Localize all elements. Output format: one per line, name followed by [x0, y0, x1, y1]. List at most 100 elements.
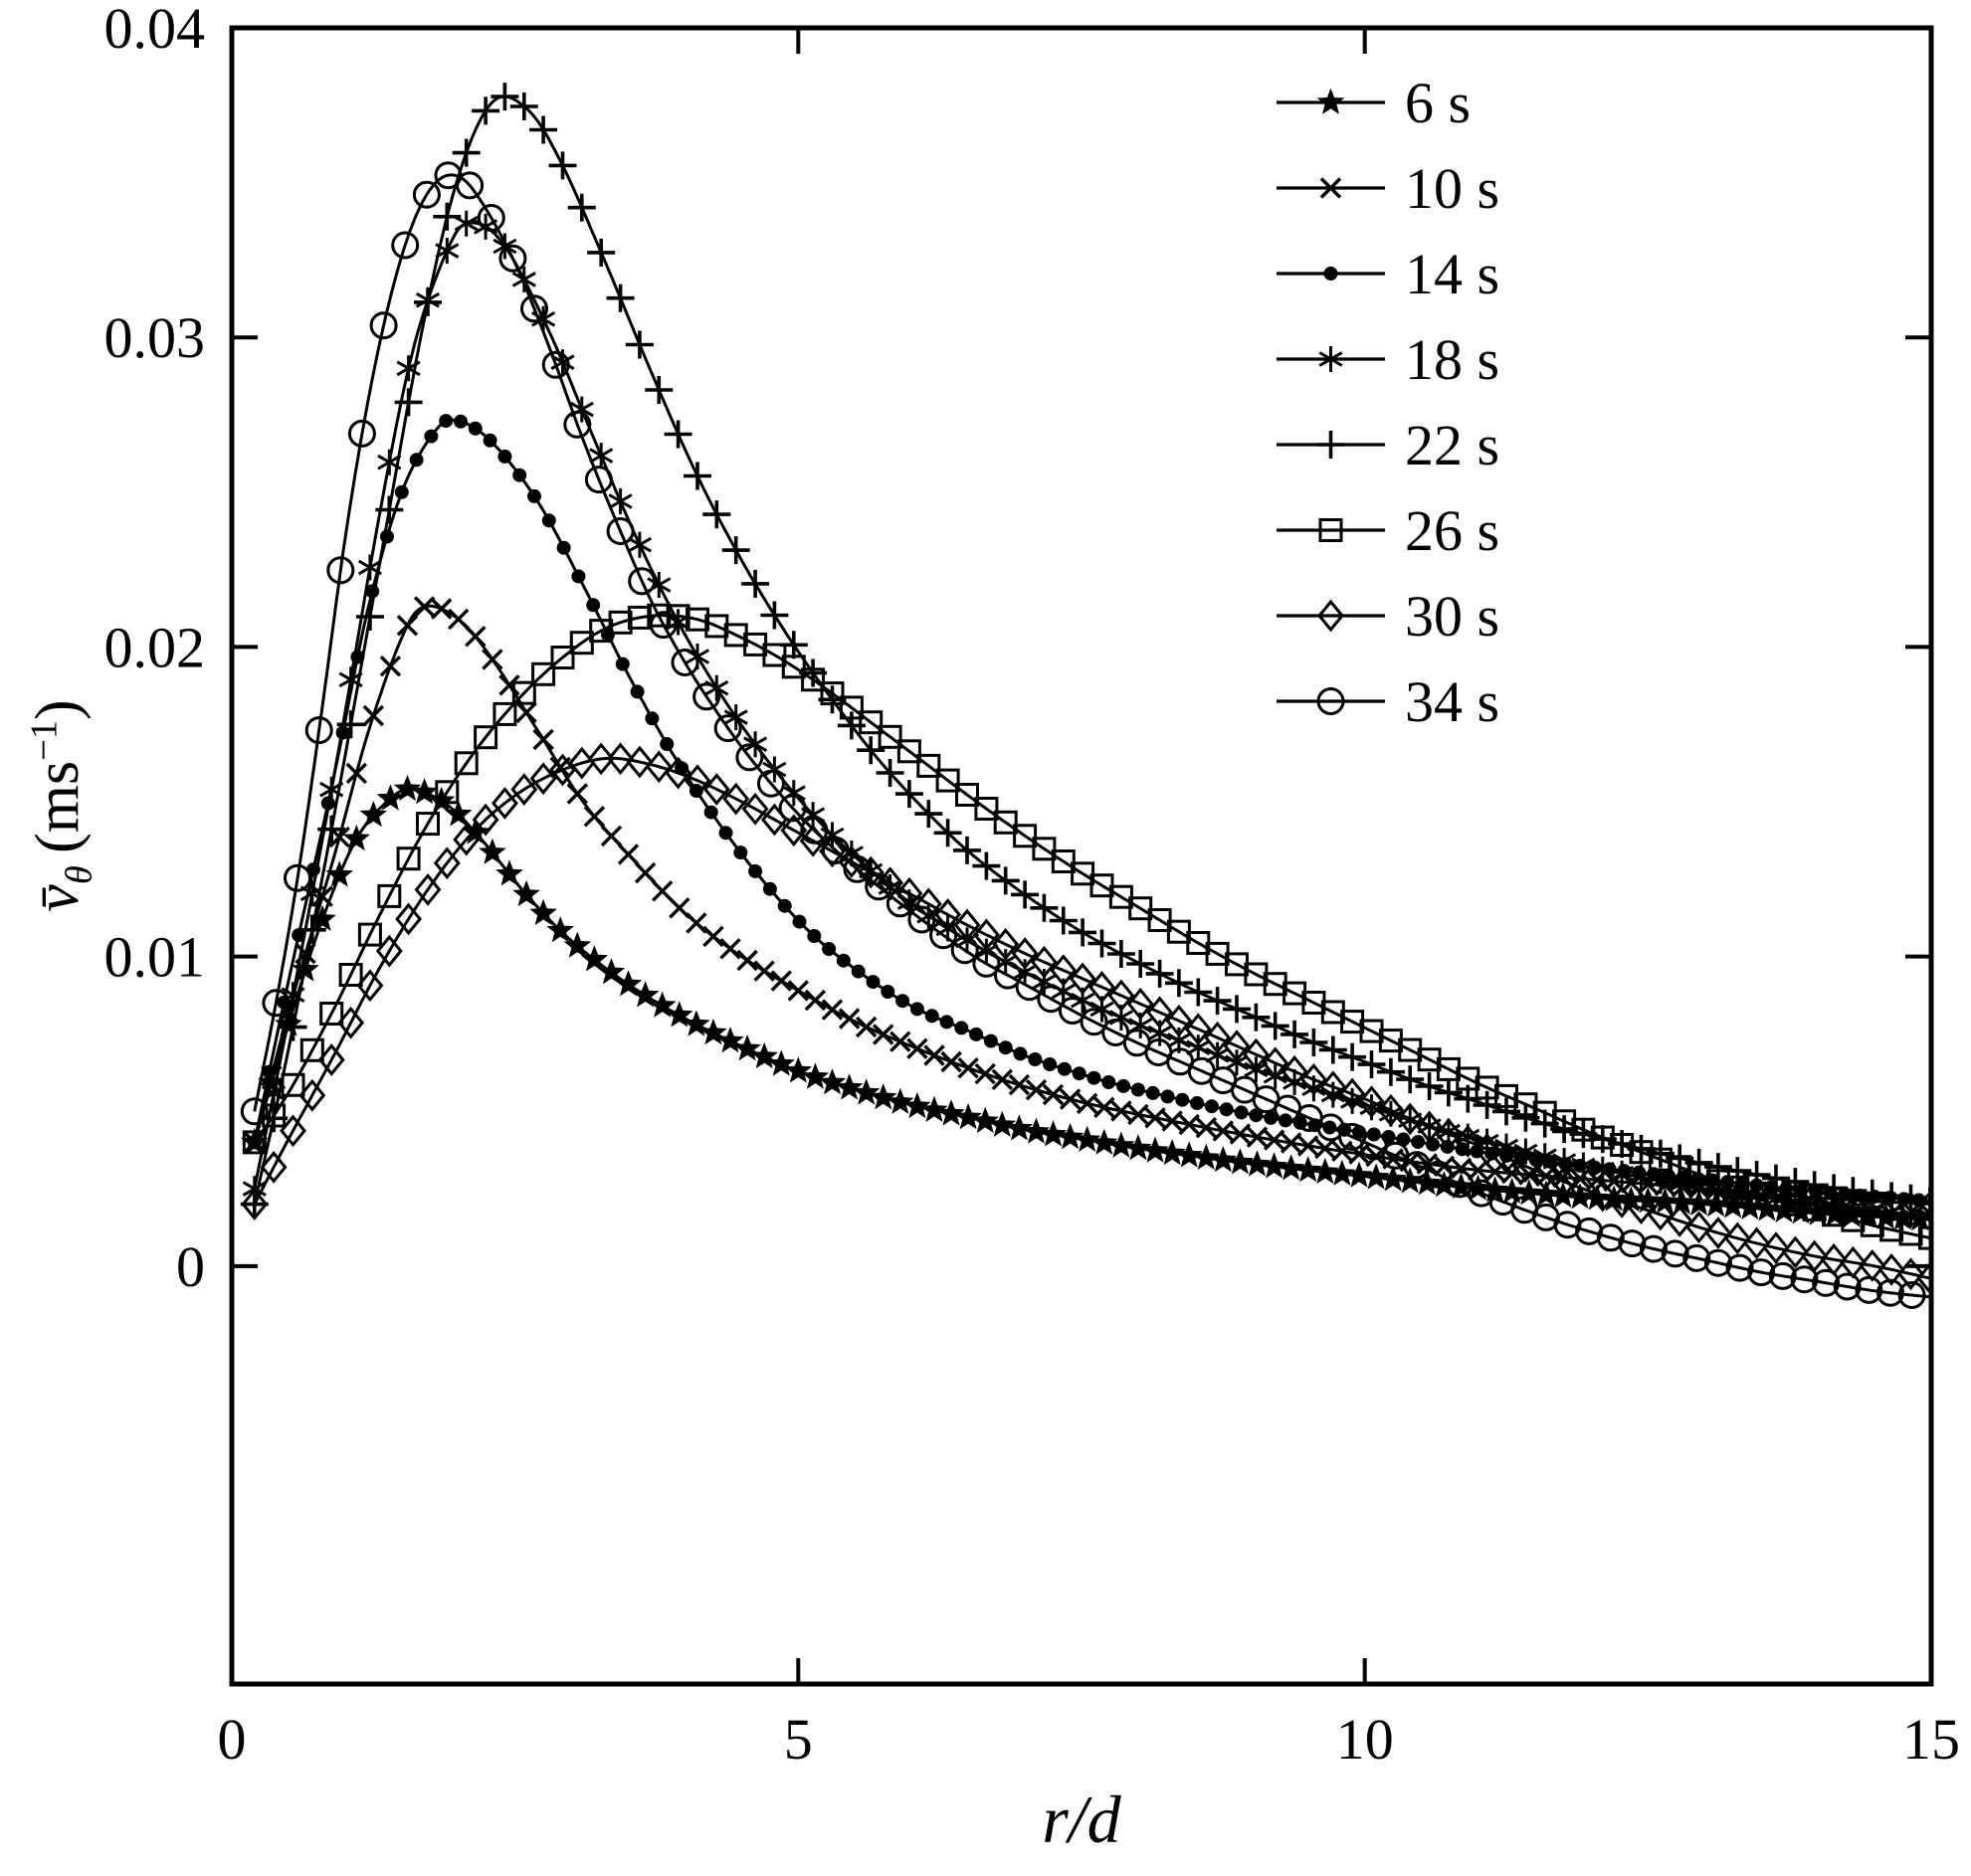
x-marker — [1025, 1078, 1048, 1101]
y-axis-unit-close: ) — [24, 699, 93, 720]
dot-marker — [1116, 1078, 1131, 1093]
x-marker — [906, 1037, 928, 1059]
x-marker — [838, 1008, 861, 1030]
star-marker — [835, 1073, 864, 1100]
x-marker — [532, 728, 554, 751]
plus-marker — [664, 420, 692, 449]
circle-marker — [1618, 1229, 1647, 1258]
dot-marker — [541, 513, 556, 528]
circle-marker — [1316, 687, 1345, 715]
x-marker — [1212, 1120, 1235, 1142]
star-marker — [308, 904, 336, 931]
legend-label: 26 s — [1405, 498, 1499, 563]
circle-marker — [1682, 1243, 1711, 1272]
plus-marker — [933, 819, 962, 847]
circle-marker — [541, 350, 570, 379]
dot-marker — [836, 953, 851, 968]
plus-marker — [876, 759, 904, 787]
star-marker — [1787, 1198, 1815, 1224]
star-marker — [1464, 1174, 1492, 1201]
dot-marker — [1190, 1096, 1205, 1110]
square-marker — [1571, 1117, 1596, 1142]
square-marker — [666, 604, 690, 629]
x-marker — [1280, 1132, 1302, 1154]
star-marker — [648, 991, 677, 1018]
square-marker — [781, 655, 806, 679]
dot-marker — [483, 433, 497, 448]
circle-marker — [1897, 1281, 1926, 1309]
plus-marker — [548, 151, 577, 180]
diamond-marker — [1897, 1257, 1924, 1291]
x-marker — [447, 608, 470, 631]
plus-marker — [1357, 1050, 1386, 1079]
dot-marker — [1249, 1108, 1264, 1123]
series-30s — [241, 742, 1931, 1295]
x-marker — [1144, 1107, 1166, 1129]
asterisk-marker — [1224, 1049, 1250, 1076]
plus-marker — [741, 569, 770, 598]
plus-marker — [1434, 1078, 1463, 1107]
circle-marker — [800, 816, 829, 844]
dot-marker — [851, 964, 866, 979]
square-marker — [1318, 518, 1343, 542]
circle-marker — [1768, 1261, 1797, 1290]
x-tick-label: 10 — [1336, 1707, 1394, 1772]
diamond-marker — [992, 927, 1020, 961]
circle-marker — [606, 517, 635, 545]
square-marker — [1764, 1187, 1788, 1212]
dot-marker — [1043, 1057, 1058, 1071]
star-marker — [1192, 1143, 1220, 1170]
x-marker — [753, 960, 775, 982]
square-marker — [801, 667, 826, 692]
diamond-marker — [1743, 1226, 1771, 1260]
star-marker — [1379, 1165, 1407, 1192]
y-axis-unit-open: (ms — [24, 760, 93, 866]
asterisk-marker — [1590, 1156, 1615, 1183]
diamond-marker — [1011, 937, 1039, 970]
star-marker — [376, 784, 405, 811]
x-marker — [1059, 1088, 1082, 1110]
legend-item-10s: 10 s — [1277, 156, 1499, 221]
square-marker — [589, 619, 614, 644]
plus-marker — [1049, 906, 1078, 935]
square-marker — [569, 631, 594, 656]
diamond-marker — [1088, 971, 1115, 1004]
dot-marker — [1013, 1046, 1028, 1061]
square-marker — [550, 646, 575, 669]
dot-marker — [1264, 1110, 1279, 1125]
dot-marker — [586, 598, 601, 613]
x-marker — [787, 980, 810, 1002]
x-marker — [1093, 1096, 1115, 1119]
diamond-marker — [1377, 1093, 1405, 1127]
series-markers-30s — [241, 742, 1931, 1295]
square-marker — [1629, 1140, 1654, 1165]
diamond-marker — [1781, 1235, 1809, 1269]
plus-marker — [1781, 1168, 1810, 1197]
star-marker — [937, 1099, 965, 1126]
circle-marker — [1640, 1234, 1668, 1263]
plus-marker — [1030, 893, 1059, 922]
x-marker — [686, 912, 707, 934]
dot-marker — [630, 684, 645, 699]
square-marker — [1648, 1147, 1673, 1172]
star-marker — [1668, 1188, 1696, 1215]
plus-marker — [606, 283, 635, 312]
legend-label: 30 s — [1405, 584, 1499, 649]
plus-marker — [317, 815, 346, 844]
x-marker — [634, 861, 657, 884]
star-marker — [1209, 1146, 1238, 1173]
square-marker — [627, 605, 652, 630]
circle-marker — [284, 863, 311, 892]
x-marker — [566, 783, 589, 805]
circle-marker — [347, 419, 376, 448]
circle-marker — [649, 611, 678, 640]
diamond-marker — [1511, 1150, 1539, 1183]
star-marker — [563, 931, 592, 958]
tick-labels: 0 5 10 15 0 0.01 0.02 0.03 0.04 — [104, 0, 1961, 1772]
y-axis-variable: v̄ — [24, 884, 93, 912]
plus-marker — [1261, 1012, 1289, 1040]
x-marker — [669, 897, 690, 919]
square-marker — [1051, 849, 1076, 873]
star-marker — [988, 1110, 1017, 1137]
